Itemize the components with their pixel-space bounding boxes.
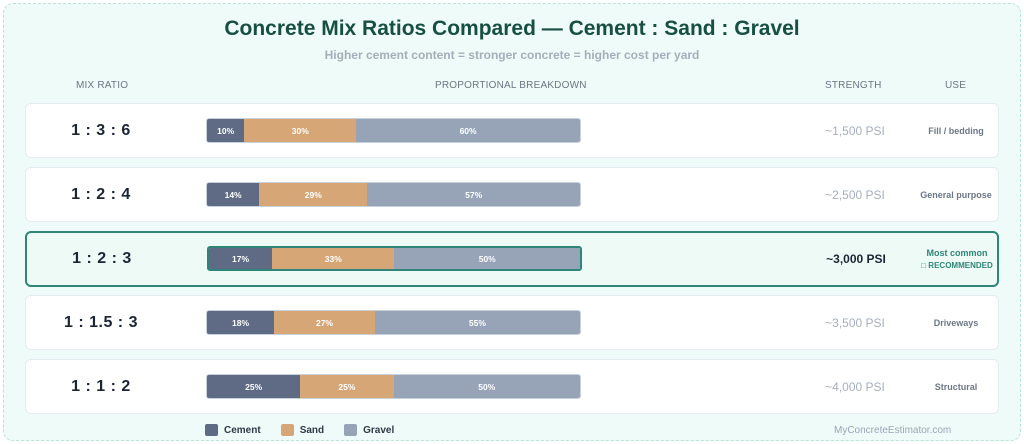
bar-segment-cement: 25% xyxy=(207,375,301,398)
use-label: Fill / bedding xyxy=(928,125,984,136)
stacked-bar: 25% 25% 50% xyxy=(206,374,581,399)
mix-ratio-label: 1 : 2 : 4 xyxy=(71,185,131,203)
bar-segment-cement: 10% xyxy=(207,119,245,142)
legend-label-cement: Cement xyxy=(224,424,261,436)
legend-swatch-gravel xyxy=(344,424,358,436)
use-label: Most common xyxy=(926,248,988,258)
bar-segment-cement: 14% xyxy=(207,183,260,206)
chart-title: Concrete Mix Ratios Compared — Cement : … xyxy=(224,17,800,40)
use-cell: Most common □ RECOMMENDED xyxy=(907,233,1007,285)
mix-row: 1 : 2 : 3 17% 33% 50% ~3,000 PSI Most common □… xyxy=(25,231,999,287)
legend-label-gravel: Gravel xyxy=(363,424,395,436)
bar-segment-gravel: 50% xyxy=(393,375,580,398)
use-label: Structural xyxy=(934,381,978,392)
recommended-badge: □ RECOMMENDED xyxy=(921,261,993,270)
bar-segment-gravel: 55% xyxy=(374,311,580,334)
legend-item-gravel: Gravel xyxy=(344,424,394,436)
use-cell: General purpose xyxy=(906,168,1006,221)
header-strength: STRENGTH xyxy=(825,80,882,91)
stacked-bar: 17% 33% 50% xyxy=(207,246,582,271)
bar-segment-gravel: 57% xyxy=(367,183,580,206)
header-use: USE xyxy=(945,80,967,91)
strength-value: ~1,500 PSI xyxy=(825,123,885,138)
legend-item-cement: Cement xyxy=(205,424,261,436)
legend-item-sand: Sand xyxy=(280,424,325,436)
bar-segment-sand: 27% xyxy=(274,311,375,334)
bar-segment-sand: 30% xyxy=(244,119,357,142)
bar-segment-sand: 33% xyxy=(272,248,395,269)
mix-row: 1 : 2 : 4 14% 29% 57% ~2,500 PSI General purp… xyxy=(25,167,999,222)
use-cell: Driveways xyxy=(906,296,1006,349)
mix-row: 1 : 1.5 : 3 18% 27% 55% ~3,500 PSI Driveways xyxy=(25,295,999,350)
mix-ratio-label: 1 : 2 : 3 xyxy=(72,250,132,267)
use-cell: Structural xyxy=(906,360,1006,413)
mix-ratio-label: 1 : 3 : 6 xyxy=(71,121,131,139)
use-label: Driveways xyxy=(933,317,979,328)
legend: Cement Sand Gravel xyxy=(205,424,414,436)
use-label: General purpose xyxy=(920,189,992,200)
mix-ratio-label: 1 : 1 : 2 xyxy=(71,377,131,395)
stacked-bar: 18% 27% 55% xyxy=(206,310,581,335)
legend-label-sand: Sand xyxy=(299,424,325,436)
legend-swatch-cement xyxy=(205,424,218,436)
mix-row: 1 : 3 : 6 10% 30% 60% ~1,500 PSI Fill / beddi… xyxy=(25,103,999,158)
stacked-bar: 10% 30% 60% xyxy=(206,118,581,143)
bar-segment-gravel: 60% xyxy=(356,119,580,142)
stacked-bar: 14% 29% 57% xyxy=(206,182,581,207)
mix-ratio-label: 1 : 1.5 : 3 xyxy=(64,313,138,331)
mix-row: 1 : 1 : 2 25% 25% 50% ~4,000 PSI Structural xyxy=(25,359,999,414)
bar-segment-sand: 25% xyxy=(300,375,394,398)
use-cell: Fill / bedding xyxy=(906,104,1006,157)
legend-swatch-sand xyxy=(280,424,294,436)
strength-value: ~2,500 PSI xyxy=(825,187,885,202)
chart-subtitle: Higher cement content = stronger concret… xyxy=(324,48,700,62)
bar-segment-cement: 18% xyxy=(207,311,275,334)
strength-value: ~3,500 PSI xyxy=(825,315,885,330)
header-breakdown: PROPORTIONAL BREAKDOWN xyxy=(435,80,587,91)
strength-value: ~3,000 PSI xyxy=(826,252,886,266)
header-mix-ratio: MIX RATIO xyxy=(76,80,129,91)
bar-segment-cement: 17% xyxy=(209,248,273,269)
bar-segment-gravel: 50% xyxy=(394,248,580,269)
strength-value: ~4,000 PSI xyxy=(825,379,885,394)
source-credit: MyConcreteEstimator.com xyxy=(834,425,952,436)
bar-segment-sand: 29% xyxy=(259,183,368,206)
